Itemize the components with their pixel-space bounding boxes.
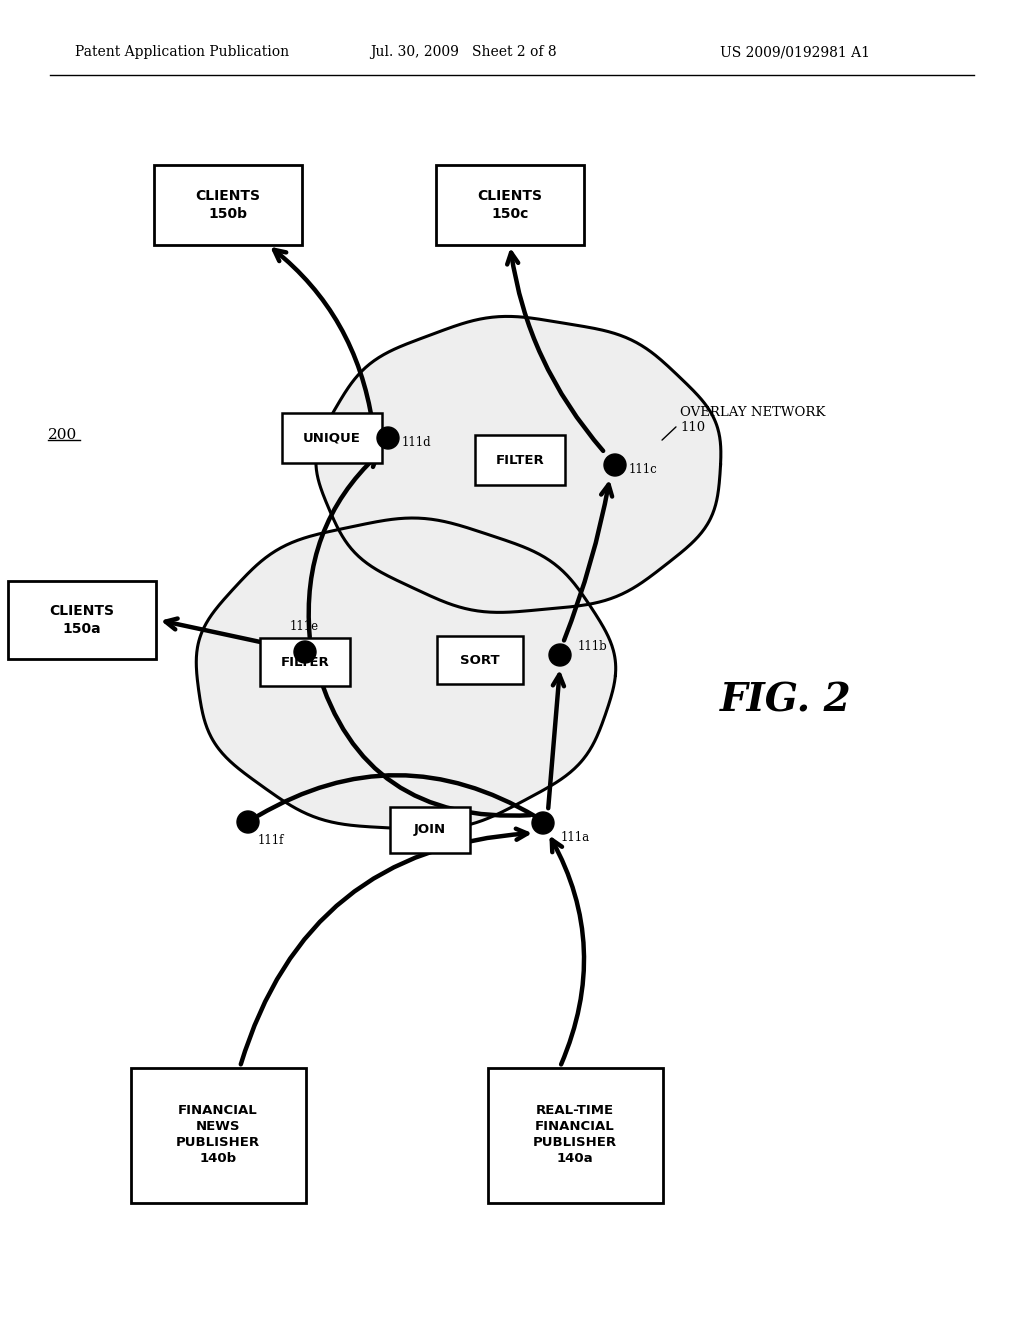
Text: 111e: 111e (290, 620, 319, 634)
Text: SORT: SORT (460, 653, 500, 667)
FancyBboxPatch shape (390, 807, 470, 853)
Text: Jul. 30, 2009   Sheet 2 of 8: Jul. 30, 2009 Sheet 2 of 8 (370, 45, 557, 59)
FancyBboxPatch shape (8, 581, 156, 659)
FancyBboxPatch shape (154, 165, 302, 246)
Polygon shape (316, 317, 721, 612)
Text: CLIENTS
150c: CLIENTS 150c (477, 189, 543, 220)
Text: 111b: 111b (578, 640, 608, 653)
Text: US 2009/0192981 A1: US 2009/0192981 A1 (720, 45, 870, 59)
Circle shape (294, 642, 316, 663)
Text: 111d: 111d (402, 436, 432, 449)
Text: REAL-TIME
FINANCIAL
PUBLISHER
140a: REAL-TIME FINANCIAL PUBLISHER 140a (532, 1105, 617, 1166)
Text: UNIQUE: UNIQUE (303, 432, 360, 445)
Circle shape (237, 810, 259, 833)
FancyBboxPatch shape (130, 1068, 305, 1203)
Circle shape (377, 426, 399, 449)
FancyBboxPatch shape (487, 1068, 663, 1203)
Text: 111a: 111a (561, 832, 590, 843)
Text: FIG. 2: FIG. 2 (720, 681, 852, 719)
Text: 111f: 111f (258, 834, 285, 847)
Text: JOIN: JOIN (414, 824, 446, 837)
Circle shape (532, 812, 554, 834)
FancyBboxPatch shape (282, 413, 382, 463)
Text: Patent Application Publication: Patent Application Publication (75, 45, 289, 59)
Text: 200: 200 (48, 428, 77, 442)
Text: FILTER: FILTER (281, 656, 330, 668)
Text: FILTER: FILTER (496, 454, 545, 466)
Circle shape (549, 644, 571, 667)
Text: 111c: 111c (629, 463, 657, 477)
FancyBboxPatch shape (475, 436, 565, 484)
Circle shape (604, 454, 626, 477)
FancyBboxPatch shape (437, 636, 523, 684)
Polygon shape (197, 517, 615, 829)
FancyBboxPatch shape (260, 638, 350, 686)
Text: OVERLAY NETWORK
110: OVERLAY NETWORK 110 (680, 407, 825, 434)
Text: CLIENTS
150b: CLIENTS 150b (196, 189, 260, 220)
Text: FINANCIAL
NEWS
PUBLISHER
140b: FINANCIAL NEWS PUBLISHER 140b (176, 1105, 260, 1166)
Text: CLIENTS
150a: CLIENTS 150a (49, 605, 115, 636)
FancyBboxPatch shape (436, 165, 584, 246)
